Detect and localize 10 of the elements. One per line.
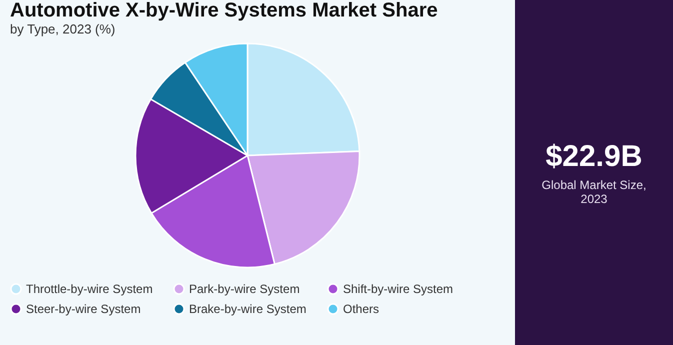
- legend-label: Throttle-by-wire System: [26, 282, 153, 296]
- text: Global Market Size, 2023: [540, 178, 648, 206]
- legend-label: Park-by-wire System: [189, 282, 300, 296]
- chart-title: Automotive X-by-Wire Systems Market Share: [10, 0, 438, 22]
- legend-label: Shift-by-wire System: [343, 282, 454, 296]
- text: $22.9B: [546, 140, 642, 174]
- legend-label: Steer-by-wire System: [26, 302, 141, 316]
- legend-label: Brake-by-wire System: [189, 302, 306, 316]
- chart-subtitle: by Type, 2023 (%): [10, 22, 116, 36]
- legend-label: Others: [343, 302, 380, 316]
